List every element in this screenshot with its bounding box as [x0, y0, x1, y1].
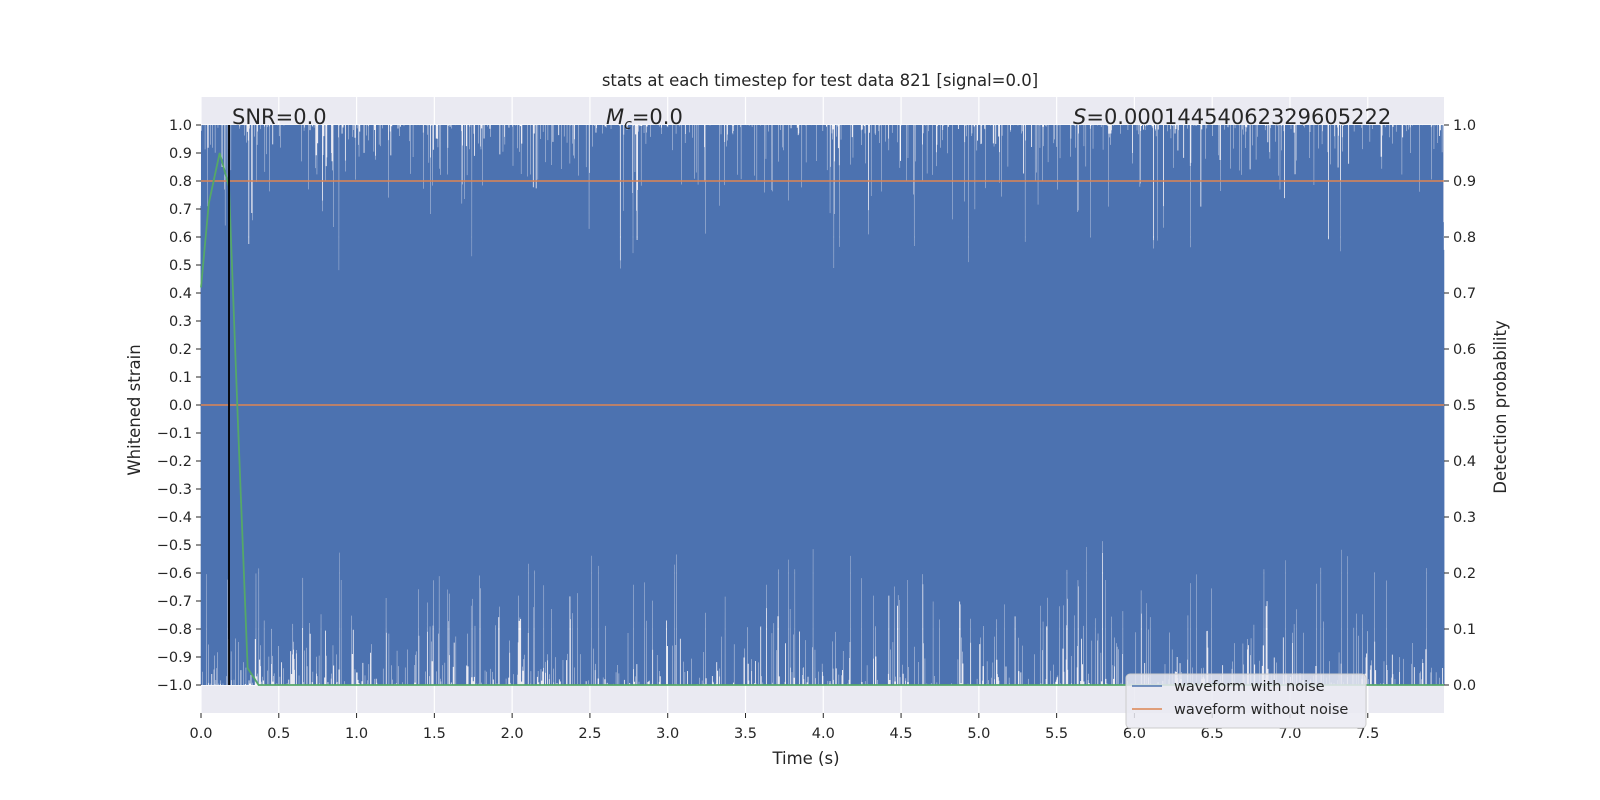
x-tick-label: 0.0 [189, 726, 212, 742]
y2-tick-label: 0.0 [1453, 678, 1476, 694]
mc-symbol: M [606, 105, 624, 129]
x-tick-label: 3.0 [656, 726, 679, 742]
mc-value: =0.0 [632, 105, 683, 129]
mc-annotation: Mc=0.0 [606, 105, 683, 133]
y-tick-label: 0.4 [169, 286, 192, 302]
y2-tick-label: 0.1 [1453, 622, 1476, 638]
mc-subscript: c [624, 117, 632, 133]
y-tick-label: −0.3 [157, 482, 192, 498]
y-tick-label: −0.7 [157, 594, 192, 610]
chart-title: stats at each timestep for test data 821… [602, 71, 1038, 90]
legend: waveform with noise waveform without noi… [1125, 673, 1367, 729]
x-tick-label: 7.5 [1356, 726, 1379, 742]
x-tick-label: 0.5 [267, 726, 290, 742]
x-tick-label: 4.0 [812, 726, 835, 742]
y-tick-label: −0.6 [157, 566, 192, 582]
tick-layer: 0.0 0.5 1.0 1.5 2.0 2.5 3.0 3.5 4.0 4.5 5.0 5.5 6.0 6… [157, 118, 1476, 742]
y-tick-label: 0.6 [169, 230, 192, 246]
y-tick-label: −0.5 [157, 538, 192, 554]
y-tick-label: 0.5 [169, 258, 192, 274]
x-tick-label: 5.0 [967, 726, 990, 742]
x-axis-label: Time (s) [771, 749, 839, 768]
s-symbol: S [1073, 105, 1086, 129]
y2-tick-label: 0.8 [1453, 230, 1476, 246]
y-tick-label: −0.1 [157, 426, 192, 442]
x-tick-label: 2.5 [578, 726, 601, 742]
s-annotation: S=0.00014454062329605222 [1073, 105, 1391, 129]
y-tick-label: −0.8 [157, 622, 192, 638]
x-tick-label: 1.5 [423, 726, 446, 742]
x-tick-label: 4.5 [890, 726, 913, 742]
y2-tick-label: 0.4 [1453, 454, 1476, 470]
snr-annotation: SNR=0.0 [232, 105, 327, 129]
x-tick-label: 5.5 [1045, 726, 1068, 742]
x-tick-label: 1.0 [345, 726, 368, 742]
y-tick-label: 0.1 [169, 370, 192, 386]
x-tick-label: 6.0 [1123, 726, 1146, 742]
y2-tick-label: 0.9 [1453, 174, 1476, 190]
y-tick-label: −0.9 [157, 650, 192, 666]
y2-tick-label: 0.6 [1453, 342, 1476, 358]
y-tick-label: −1.0 [157, 678, 192, 694]
y-tick-label: 0.9 [169, 146, 192, 162]
y2-tick-label: 0.3 [1453, 510, 1476, 526]
y2-axis-label: Detection probability [1491, 320, 1510, 494]
y-tick-label: 0.7 [169, 202, 192, 218]
y-tick-label: 0.3 [169, 314, 192, 330]
y2-tick-label: 0.7 [1453, 286, 1476, 302]
y-tick-label: −0.2 [157, 454, 192, 470]
y-axis-label: Whitened strain [125, 344, 144, 475]
series-layer [200, 125, 1444, 686]
y-tick-label: 0.8 [169, 174, 192, 190]
y-tick-label: 1.0 [169, 118, 192, 134]
y2-tick-label: 1.0 [1453, 118, 1476, 134]
s-value: =0.00014454062329605222 [1086, 105, 1391, 129]
x-tick-label: 2.0 [501, 726, 524, 742]
x-tick-label: 6.5 [1201, 726, 1224, 742]
legend-label-noise: waveform with noise [1174, 679, 1325, 695]
y-tick-label: −0.4 [157, 510, 192, 526]
detection-probability-line [200, 152, 1444, 686]
y-tick-label: 0.2 [169, 342, 192, 358]
y2-tick-label: 0.5 [1453, 398, 1476, 414]
legend-box [1125, 673, 1367, 729]
x-tick-label: 3.5 [734, 726, 757, 742]
y2-tick-label: 0.2 [1453, 566, 1476, 582]
x-tick-label: 7.0 [1278, 726, 1301, 742]
legend-label-clean: waveform without noise [1174, 702, 1348, 718]
y-tick-label: 0.0 [169, 398, 192, 414]
